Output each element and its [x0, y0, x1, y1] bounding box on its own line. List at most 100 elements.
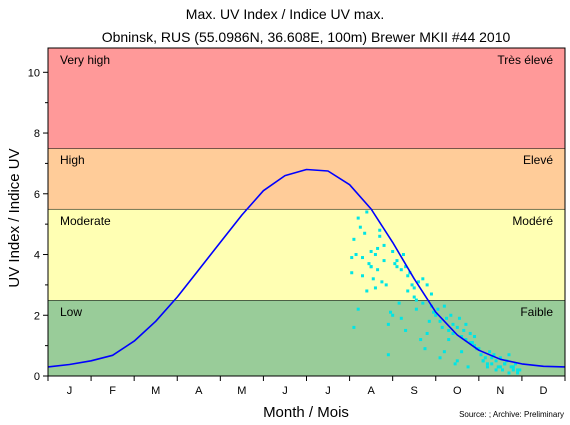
- x-tick-label: S: [411, 385, 418, 397]
- x-tick-label: J: [325, 385, 331, 397]
- source-note: Source: ; Archive: Preliminary: [459, 410, 564, 419]
- data-point: [496, 365, 500, 369]
- data-point: [507, 353, 511, 357]
- data-point: [513, 362, 517, 366]
- data-point: [412, 295, 416, 299]
- data-point: [378, 234, 382, 238]
- data-point: [485, 362, 489, 366]
- y-tick-label: 10: [28, 67, 40, 79]
- data-point: [434, 313, 438, 317]
- data-point: [371, 277, 375, 281]
- data-point: [445, 316, 449, 320]
- band-0: [48, 300, 565, 376]
- data-point: [442, 350, 446, 354]
- band-3: [48, 48, 565, 149]
- data-point: [382, 259, 386, 263]
- data-point: [438, 356, 442, 360]
- data-point: [462, 328, 466, 332]
- data-point: [367, 262, 371, 266]
- x-tick-label: A: [367, 385, 375, 397]
- data-point: [384, 283, 388, 287]
- data-point: [419, 338, 423, 342]
- data-point: [391, 249, 395, 253]
- x-tick-label: M: [237, 385, 246, 397]
- band-label-en-1: Moderate: [60, 214, 111, 228]
- data-point: [494, 368, 498, 372]
- band-label-en-0: Low: [60, 305, 82, 319]
- data-point: [432, 310, 436, 314]
- data-point: [438, 319, 442, 323]
- data-point: [399, 316, 403, 320]
- data-point: [477, 347, 481, 351]
- data-point: [451, 331, 455, 335]
- data-point: [380, 280, 384, 284]
- data-point: [457, 316, 461, 320]
- data-point: [440, 325, 444, 329]
- data-point: [352, 325, 356, 329]
- data-point: [358, 225, 362, 229]
- plot-frame: [47, 47, 566, 377]
- x-tick-label: N: [496, 385, 504, 397]
- band-label-en-2: High: [60, 153, 85, 167]
- y-axis-label: UV Index / Indice UV: [6, 148, 23, 287]
- data-point: [354, 253, 358, 257]
- x-tick-label: F: [109, 385, 116, 397]
- data-point: [382, 243, 386, 247]
- data-point: [361, 256, 365, 260]
- band-label-fr-1: Modéré: [512, 214, 553, 228]
- data-point: [350, 256, 354, 260]
- data-point: [498, 356, 502, 360]
- data-point: [365, 210, 369, 214]
- data-point: [492, 353, 496, 357]
- data-point: [518, 368, 522, 372]
- axes: 0 2 4 6 8 10 J F M A M J J A S O N D: [28, 67, 566, 397]
- measured-points: [350, 210, 522, 375]
- data-point: [468, 331, 472, 335]
- data-point: [447, 328, 451, 332]
- data-point: [414, 307, 418, 311]
- data-point: [511, 368, 515, 372]
- data-point: [464, 338, 468, 342]
- data-point: [511, 365, 515, 369]
- data-point: [447, 338, 451, 342]
- data-point: [473, 344, 477, 348]
- y-tick-label: 6: [34, 189, 40, 201]
- x-tick-label: O: [453, 385, 462, 397]
- data-point: [427, 319, 431, 323]
- risk-bands: Low Faible Moderate Modéré High Elevé Very hig…: [48, 48, 565, 376]
- y-tick-label: 0: [34, 371, 40, 383]
- x-tick-label: J: [282, 385, 288, 397]
- data-point: [509, 365, 513, 369]
- x-tick-label: M: [151, 385, 160, 397]
- data-point: [470, 341, 474, 345]
- data-point: [436, 307, 440, 311]
- data-point: [425, 283, 429, 287]
- data-point: [373, 253, 377, 257]
- data-point: [473, 335, 477, 339]
- y-tick-label: 8: [34, 128, 40, 140]
- data-point: [421, 277, 425, 281]
- data-point: [356, 307, 360, 311]
- data-point: [406, 274, 410, 278]
- clear-sky-line: [47, 168, 566, 368]
- data-point: [503, 362, 507, 366]
- data-point: [369, 265, 373, 269]
- data-point: [421, 301, 425, 305]
- data-point: [423, 347, 427, 351]
- data-point: [363, 231, 367, 235]
- data-point: [417, 280, 421, 284]
- data-point: [376, 246, 380, 250]
- data-point: [356, 216, 360, 220]
- x-tick-label: A: [195, 385, 203, 397]
- band-label-fr-3: Très élevé: [497, 53, 553, 67]
- data-point: [490, 362, 494, 366]
- data-point: [391, 313, 395, 317]
- chart-subtitle: Obninsk, RUS (55.0986N, 36.608E, 100m) B…: [102, 29, 511, 45]
- data-point: [365, 289, 369, 293]
- data-point: [410, 283, 414, 287]
- data-point: [395, 259, 399, 263]
- data-point: [414, 298, 418, 302]
- y-tick-label: 4: [34, 250, 40, 262]
- data-point: [460, 350, 464, 354]
